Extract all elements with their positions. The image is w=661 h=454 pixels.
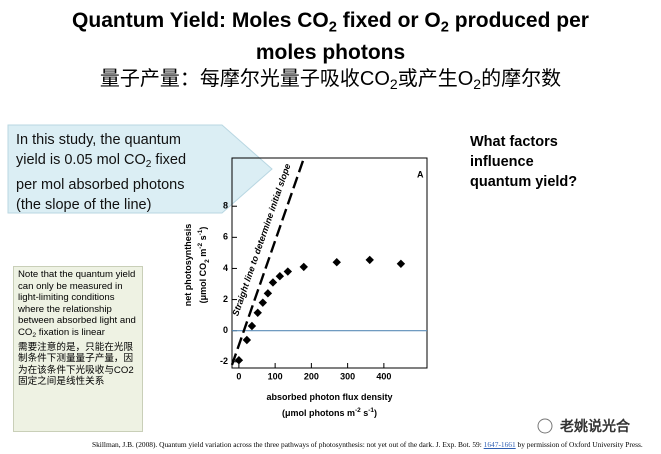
callout-shape [7,124,273,214]
text-run: -2 [355,407,361,414]
text-run: 或产生O [397,68,474,91]
text-line: yield is 0.05 mol CO2 fixed [16,150,226,175]
x-axis-label: (μmol photons m-2 s-1) [282,407,377,419]
text-run: 的摩尔数 [481,68,562,91]
text-run: -1 [368,407,374,414]
data-point [263,289,273,298]
citation-text: Skillman, J.B. (2008). Quantum yield var… [92,440,484,449]
data-point [299,262,308,272]
text-line: What factors [470,132,577,152]
data-point [242,335,252,345]
callout: In this study, the quantum yield is 0.05 … [16,130,226,215]
text-run: yield is 0.05 mol CO [16,152,146,168]
y-tick-label: 6 [223,232,228,242]
text-run: (μmol photons m [282,408,355,418]
text-run: 2 [145,159,152,171]
text-run: Note that the quantum yield can only be … [18,269,136,338]
text-run: s [198,235,208,243]
text-run: ) [374,408,377,418]
note-translation: 需要注意的是，只能在光限制条件下测量量子产量，因为在该条件下光吸收与CO2固定之… [18,341,134,388]
y-axis-label-line: (μmol CO2 m-2 s-1) [197,227,211,304]
plot-frame [231,157,428,369]
data-point [268,278,278,287]
question: What factors influence quantum yield? [470,132,577,192]
data-point [283,267,293,276]
data-point [253,308,262,317]
note-text: Note that the quantum yield can only be … [18,269,138,342]
x-tick-label: 100 [268,371,283,381]
x-tick-label: 200 [304,371,319,381]
text-run: ) [198,227,208,230]
text-line: (the slope of the line) [16,195,226,215]
data-point [396,259,406,268]
data-point [332,258,341,267]
y-axis-label: net photosynthesis (μmol CO2 m-2 s-1) [183,224,210,307]
y-tick-label: -2 [220,356,228,366]
text-run: produced per [448,9,589,32]
text-run: 2 [440,19,449,36]
x-tick-label: 300 [340,371,355,381]
text-run: Quantum Yield: Moles CO [72,9,329,32]
x-axis-label: absorbed photon flux density [266,392,392,402]
text-line: influence [470,152,577,172]
text-run: absorbed photon flux density [266,392,392,402]
panel-label: A [417,169,424,179]
fit-line [230,159,305,366]
citation-link[interactable]: 1647-1661 [483,440,516,449]
y-tick-label: 8 [223,201,228,211]
citation: Skillman, J.B. (2008). Quantum yield var… [92,440,643,449]
note: Note that the quantum yield can only be … [13,266,143,432]
text-run: In this study, the quantum [16,132,181,148]
text-run: -1 [197,229,204,235]
text-run: 2 [473,76,482,93]
x-tick-label: 400 [376,371,391,381]
text-run: m [198,249,208,260]
text-run: 2 [204,259,211,263]
data-point [258,298,268,307]
text-run: 2 [328,19,337,36]
text-run: s [361,408,369,418]
text-run: What factors [470,134,558,150]
data-point [247,321,257,331]
data-point [275,272,285,281]
text-run: (the slope of the line) [16,197,152,214]
text-run: 2 [32,331,37,339]
y-axis-label-line: net photosynthesis [183,224,193,307]
data-point [365,255,374,265]
text-run: quantum yield? [470,174,578,190]
x-tick-label: 0 [236,371,241,381]
text-run: fixed or O [336,9,441,32]
title: Quantum Yield: Moles CO2 fixed or O2 pro… [0,8,661,98]
text-line: quantum yield? [470,172,577,192]
text-run: moles photons [255,41,406,65]
text-line: per mol absorbed photons [16,175,226,195]
text-run: fixed [151,152,187,168]
y-tick-label: 0 [223,325,228,335]
citation-text: by permission of Oxford University Press… [515,440,643,449]
text-line: In this study, the quantum [16,130,226,150]
watermark-icon [537,418,553,434]
text-run: net photosynthesis [183,224,193,307]
text-line: Quantum Yield: Moles CO2 fixed or O2 pro… [0,8,661,40]
y-tick-label: 2 [223,294,228,304]
text-run: 量子产量：每摩尔光量子吸收CO [99,68,390,91]
text-run: (μmol CO [198,263,208,304]
text-run: -2 [197,243,204,249]
text-run: influence [470,154,534,170]
text-run: fixation is linear [36,326,105,338]
y-tick-label: 4 [223,263,228,273]
data-point [234,356,244,365]
text-run: per mol absorbed photons [16,177,185,194]
watermark: 老姚说光合 [560,418,630,434]
text-line: moles photons [0,40,661,66]
text-run: 2 [389,76,398,93]
text-line: 量子产量：每摩尔光量子吸收CO2或产生O2的摩尔数 [0,66,661,97]
